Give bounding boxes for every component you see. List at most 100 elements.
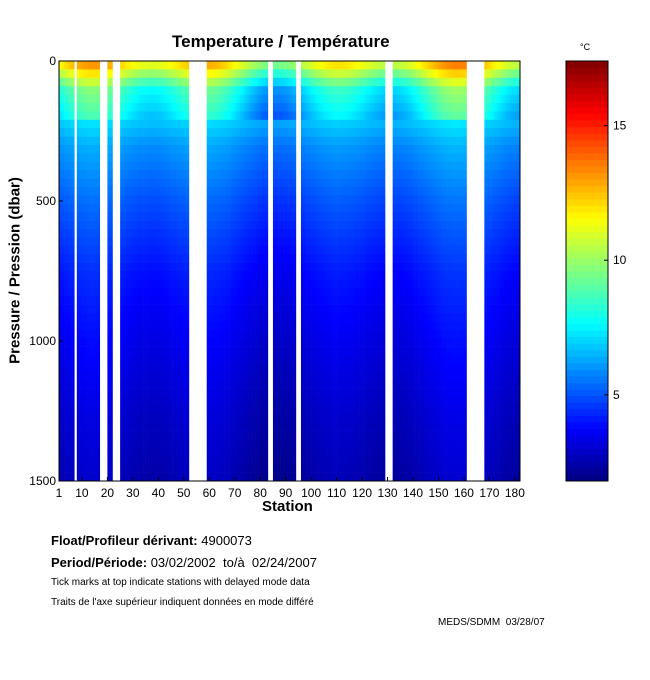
- heatmap-cell: [303, 136, 307, 146]
- heatmap-cell: [135, 472, 139, 482]
- heatmap-cell: [178, 346, 182, 356]
- heatmap-cell: [173, 136, 177, 146]
- heatmap-cell: [122, 94, 126, 104]
- heatmap-cell: [120, 220, 123, 230]
- heatmap-cell: [346, 136, 350, 146]
- heatmap-cell: [260, 103, 264, 112]
- heatmap-cell: [244, 321, 248, 331]
- heatmap-cell: [140, 430, 144, 440]
- heatmap-cell: [306, 321, 309, 331]
- heatmap-cell: [92, 195, 95, 205]
- heatmap-cell: [331, 187, 335, 196]
- heatmap-cell: [224, 380, 228, 389]
- heatmap-cell: [87, 111, 90, 121]
- heatmap-cell: [328, 321, 332, 331]
- heatmap-cell: [206, 430, 210, 440]
- heatmap-cell: [262, 153, 266, 163]
- heatmap-cell: [224, 195, 228, 205]
- heatmap-cell: [178, 279, 182, 289]
- heatmap-cell: [109, 296, 113, 305]
- heatmap-cell: [224, 371, 228, 381]
- heatmap-cell: [81, 237, 85, 247]
- heatmap-cell: [176, 119, 180, 129]
- heatmap-cell: [183, 338, 187, 347]
- heatmap-cell: [265, 103, 269, 112]
- heatmap-cell: [160, 397, 164, 406]
- heatmap-cell: [87, 371, 90, 381]
- heatmap-cell: [285, 355, 289, 364]
- heatmap-cell: [255, 321, 258, 331]
- heatmap-cell: [323, 153, 327, 163]
- heatmap-cell: [326, 413, 330, 423]
- heatmap-cell: [344, 212, 348, 221]
- heatmap-cell: [127, 304, 131, 314]
- heatmap-cell: [311, 77, 314, 87]
- heatmap-cell: [344, 413, 348, 423]
- heatmap-cell: [155, 77, 159, 87]
- heatmap-cell: [234, 439, 238, 448]
- heatmap-cell: [64, 388, 67, 398]
- heatmap-cell: [135, 464, 139, 473]
- heatmap-cell: [308, 413, 312, 423]
- heatmap-cell: [316, 245, 320, 255]
- heatmap-cell: [173, 439, 177, 448]
- heatmap-cell: [293, 245, 297, 255]
- heatmap-cell: [59, 329, 62, 339]
- heatmap-cell: [323, 413, 327, 423]
- heatmap-cell: [311, 195, 314, 205]
- heatmap-cell: [155, 111, 159, 121]
- heatmap-cell: [334, 355, 337, 364]
- heatmap-cell: [257, 220, 261, 230]
- heatmap-cell: [87, 329, 90, 339]
- heatmap-cell: [150, 111, 154, 121]
- heatmap-cell: [148, 77, 151, 87]
- heatmap-cell: [224, 363, 228, 373]
- heatmap-cell: [89, 279, 93, 289]
- heatmap-cell: [219, 329, 223, 339]
- heatmap-cell: [336, 397, 340, 406]
- heatmap-cell: [247, 195, 251, 205]
- heatmap-cell: [132, 447, 136, 457]
- heatmap-cell: [234, 229, 238, 238]
- heatmap-cell: [59, 170, 62, 179]
- heatmap-cell: [326, 119, 330, 129]
- heatmap-cell: [211, 128, 215, 137]
- heatmap-cell: [148, 94, 151, 104]
- heatmap-cell: [183, 355, 187, 364]
- heatmap-cell: [344, 77, 348, 87]
- heatmap-cell: [341, 262, 345, 272]
- heatmap-cell: [334, 145, 337, 154]
- heatmap-cell: [260, 363, 264, 373]
- heatmap-cell: [127, 161, 131, 171]
- heatmap-cell: [143, 262, 146, 272]
- heatmap-cell: [232, 86, 236, 95]
- heatmap-cell: [351, 94, 355, 104]
- heatmap-cell: [252, 355, 256, 364]
- heatmap-cell: [306, 464, 309, 473]
- heatmap-cell: [346, 296, 350, 305]
- heatmap-cell: [66, 455, 70, 465]
- heatmap-cell: [130, 170, 134, 179]
- heatmap-cell: [349, 271, 353, 280]
- heatmap-cell: [336, 355, 340, 364]
- heatmap-cell: [206, 136, 210, 146]
- heatmap-cell: [275, 153, 279, 163]
- heatmap-cell: [242, 447, 246, 457]
- heatmap-cell: [232, 94, 236, 104]
- heatmap-cell: [59, 464, 62, 473]
- heatmap-cell: [76, 346, 80, 356]
- heatmap-cell: [344, 136, 348, 146]
- heatmap-cell: [244, 304, 248, 314]
- heatmap-cell: [186, 447, 190, 457]
- heatmap-cell: [300, 346, 304, 356]
- heatmap-cell: [272, 363, 276, 373]
- heatmap-cell: [283, 287, 286, 297]
- heatmap-cell: [87, 178, 90, 188]
- heatmap-cell: [336, 119, 340, 129]
- heatmap-cell: [313, 346, 317, 356]
- heatmap-cell: [69, 262, 73, 272]
- heatmap-cell: [76, 195, 80, 205]
- heatmap-cell: [306, 447, 309, 457]
- heatmap-cell: [349, 69, 353, 79]
- heatmap-cell: [331, 455, 335, 465]
